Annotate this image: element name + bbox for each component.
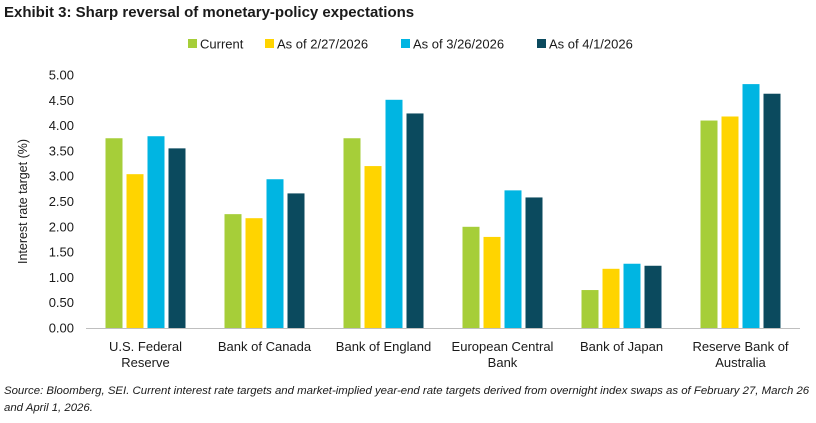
- bar: [462, 226, 480, 328]
- y-tick-label: 3.00: [49, 169, 74, 184]
- legend-label: Current: [200, 37, 244, 52]
- bar: [581, 290, 599, 328]
- legend-swatch: [265, 39, 274, 48]
- bar: [504, 190, 522, 328]
- x-category-label: Reserve Bank of Australia: [692, 339, 788, 370]
- chart-legend: Current As of 2/27/2026 As of 3/26/2026 As …: [188, 37, 633, 52]
- bar: [168, 148, 186, 328]
- chart-source-note: Source: Bloomberg, SEI. Current interest…: [4, 385, 810, 414]
- bar: [721, 116, 739, 328]
- legend-swatch: [188, 39, 197, 48]
- x-category-label-line: Bank of Canada: [218, 339, 312, 354]
- legend-swatch: [537, 39, 546, 48]
- bar: [364, 166, 382, 328]
- chart-title: Exhibit 3: Sharp reversal of monetary-po…: [4, 4, 415, 21]
- x-category-label: Bank of Japan: [580, 339, 663, 354]
- y-tick-label: 0.00: [49, 321, 74, 336]
- y-axis: 0.00 0.50 1.00 1.50 2.00 2.50 3.00 3.50 4.00 4.50…: [16, 68, 74, 336]
- bar: [126, 174, 144, 328]
- chart-bars: [105, 84, 781, 329]
- x-category-label-line: Reserve: [121, 355, 169, 370]
- bar: [266, 179, 284, 328]
- bar: [147, 136, 165, 328]
- x-category-label-line: Reserve Bank of: [692, 339, 788, 354]
- bar: [224, 214, 242, 328]
- bar: [525, 197, 543, 328]
- y-tick-label: 4.50: [49, 93, 74, 108]
- legend-label: As of 3/26/2026: [413, 37, 504, 52]
- legend-swatch: [401, 39, 410, 48]
- x-category-label-line: Bank of England: [336, 339, 431, 354]
- y-tick-label: 2.00: [49, 219, 74, 234]
- x-category-label-line: European Central: [452, 339, 554, 354]
- x-axis: U.S. Federal Reserve Bank of Canada Bank of…: [86, 328, 800, 370]
- bar: [483, 236, 501, 328]
- bar: [245, 218, 263, 328]
- x-category-label-line: Bank: [488, 355, 518, 370]
- bar: [287, 193, 305, 328]
- x-category-label: European Central Bank: [452, 339, 554, 370]
- x-category-label: Bank of England: [336, 339, 431, 354]
- bar: [742, 84, 760, 328]
- legend-label: As of 4/1/2026: [549, 37, 633, 52]
- y-tick-label: 3.50: [49, 143, 74, 158]
- bar: [105, 138, 123, 328]
- x-category-label: U.S. Federal Reserve: [109, 339, 182, 370]
- bar: [406, 113, 424, 329]
- bar: [700, 120, 718, 328]
- bar-chart: Current As of 2/27/2026 As of 3/26/2026 As …: [16, 37, 800, 370]
- x-category-label-line: Bank of Japan: [580, 339, 663, 354]
- y-tick-label: 2.50: [49, 194, 74, 209]
- y-tick-label: 1.50: [49, 245, 74, 260]
- y-tick-label: 4.00: [49, 118, 74, 133]
- bar: [385, 99, 403, 328]
- y-tick-label: 5.00: [49, 68, 74, 83]
- x-category-label: Bank of Canada: [218, 339, 312, 354]
- y-tick-label: 0.50: [49, 295, 74, 310]
- y-axis-title: Interest rate target (%): [16, 139, 30, 264]
- x-category-label-line: Australia: [715, 355, 766, 370]
- y-tick-label: 1.00: [49, 270, 74, 285]
- bar: [343, 138, 361, 328]
- bar: [644, 265, 662, 328]
- bar: [763, 93, 781, 328]
- x-category-label-line: U.S. Federal: [109, 339, 182, 354]
- bar: [602, 268, 620, 328]
- legend-label: As of 2/27/2026: [277, 37, 368, 52]
- bar: [623, 263, 641, 328]
